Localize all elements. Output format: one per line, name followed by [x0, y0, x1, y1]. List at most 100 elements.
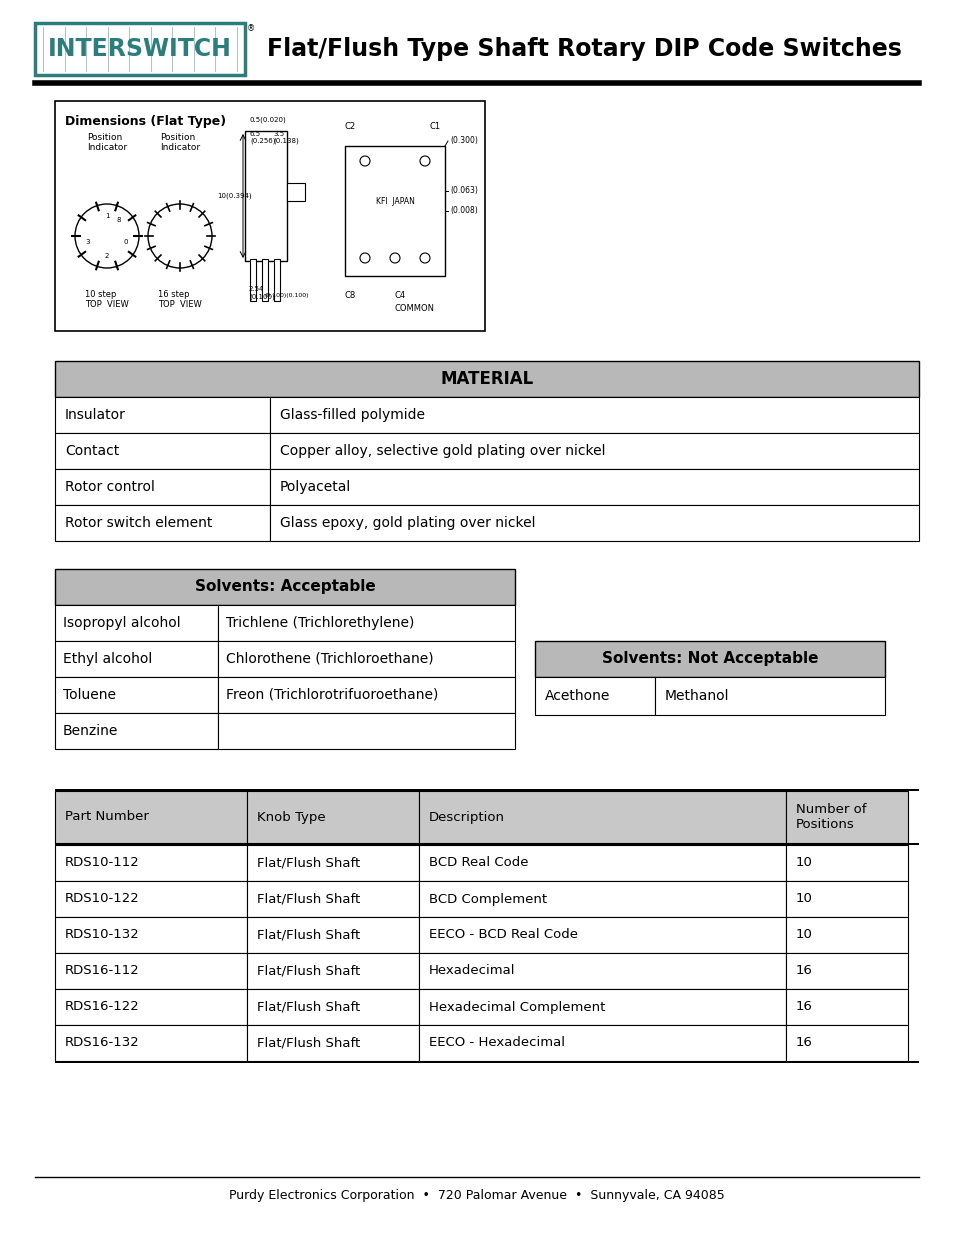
Bar [247, 790, 418, 844]
Bar [55, 433, 270, 469]
Bar [535, 677, 655, 715]
Text: Toluene: Toluene [63, 688, 116, 701]
Bar [218, 713, 515, 748]
Text: 3: 3 [86, 240, 91, 246]
Text: 2: 2 [105, 253, 109, 259]
Text: (0.063): (0.063) [450, 186, 477, 195]
Text: Glass epoxy, gold plating over nickel: Glass epoxy, gold plating over nickel [280, 516, 535, 530]
Bar [785, 1025, 907, 1061]
Bar [218, 605, 515, 641]
Bar [418, 1025, 785, 1061]
Text: 10: 10 [795, 857, 812, 869]
Bar [785, 881, 907, 918]
Bar [270, 469, 918, 505]
Bar [55, 101, 484, 331]
Bar [785, 918, 907, 953]
Text: RDS10-112: RDS10-112 [65, 857, 139, 869]
Bar [55, 789, 918, 790]
Bar [418, 953, 785, 989]
Bar [55, 505, 270, 541]
Text: EECO - BCD Real Code: EECO - BCD Real Code [429, 929, 578, 941]
Text: Flat/Flush Type Shaft Rotary DIP Code Switches: Flat/Flush Type Shaft Rotary DIP Code Sw… [267, 37, 901, 61]
Text: C4: C4 [395, 291, 406, 300]
Text: Contact: Contact [65, 445, 119, 458]
Bar [55, 845, 247, 881]
Bar [247, 845, 418, 881]
Bar [418, 989, 785, 1025]
Text: Hexadecimal Complement: Hexadecimal Complement [429, 1000, 605, 1014]
Text: Freon (Trichlorotrifuoroethane): Freon (Trichlorotrifuoroethane) [226, 688, 438, 701]
Text: C8: C8 [344, 291, 355, 300]
Text: Chlorothene (Trichloroethane): Chlorothene (Trichloroethane) [226, 652, 434, 666]
Text: RDS10-122: RDS10-122 [65, 893, 139, 905]
Text: BCD Complement: BCD Complement [429, 893, 547, 905]
Text: Dimensions (Flat Type): Dimensions (Flat Type) [65, 115, 226, 128]
Text: INTERSWITCH: INTERSWITCH [48, 37, 232, 61]
Text: 16: 16 [795, 965, 812, 977]
Text: Flat/Flush Shaft: Flat/Flush Shaft [256, 857, 360, 869]
Text: 10: 10 [795, 929, 812, 941]
Bar [55, 953, 247, 989]
Bar [55, 1025, 247, 1061]
Bar [785, 790, 907, 844]
Bar [418, 790, 785, 844]
Bar [218, 641, 515, 677]
Text: Trichlene (Trichlorethylene): Trichlene (Trichlorethylene) [226, 616, 414, 630]
Bar [55, 989, 247, 1025]
Text: Insulator: Insulator [65, 408, 126, 422]
Bar [55, 881, 247, 918]
Bar [655, 677, 884, 715]
Text: Description: Description [429, 810, 504, 824]
Bar [250, 259, 255, 301]
Text: RDS16-132: RDS16-132 [65, 1036, 139, 1050]
Bar [247, 918, 418, 953]
Bar [274, 259, 280, 301]
Text: Position
Indicator: Position Indicator [87, 133, 127, 152]
Text: 10 step
TOP  VIEW: 10 step TOP VIEW [85, 289, 129, 309]
Text: KFI  JAPAN: KFI JAPAN [375, 196, 414, 205]
Bar [270, 505, 918, 541]
Text: Polyacetal: Polyacetal [280, 480, 351, 494]
Bar [55, 469, 270, 505]
Text: C1: C1 [429, 122, 440, 131]
Bar [55, 605, 218, 641]
Text: (0.300): (0.300) [450, 137, 477, 146]
Text: Ethyl alcohol: Ethyl alcohol [63, 652, 152, 666]
Text: 2.54
(0.100): 2.54 (0.100) [249, 287, 274, 300]
Text: Flat/Flush Shaft: Flat/Flush Shaft [256, 893, 360, 905]
Bar [247, 881, 418, 918]
Text: 8: 8 [116, 217, 121, 222]
Bar [55, 1061, 918, 1063]
Text: 1: 1 [105, 212, 110, 219]
Text: Knob Type: Knob Type [256, 810, 325, 824]
Bar [535, 641, 884, 677]
Bar [245, 131, 287, 261]
Text: MATERIAL: MATERIAL [440, 370, 533, 388]
Bar [418, 918, 785, 953]
Text: Isopropyl alcohol: Isopropyl alcohol [63, 616, 180, 630]
Text: 3.5
(0.138): 3.5 (0.138) [273, 131, 298, 144]
Text: Purdy Electronics Corporation  •  720 Palomar Avenue  •  Sunnyvale, CA 94085: Purdy Electronics Corporation • 720 Palo… [229, 1188, 724, 1202]
Text: 0: 0 [124, 240, 128, 246]
Bar [270, 396, 918, 433]
Bar [418, 845, 785, 881]
Text: ®: ® [247, 23, 255, 33]
Text: C2: C2 [344, 122, 355, 131]
Bar [55, 569, 515, 605]
Text: Position
Indicator: Position Indicator [160, 133, 200, 152]
Bar [35, 23, 245, 75]
Bar [262, 259, 268, 301]
Text: Methanol: Methanol [664, 689, 729, 703]
Bar [218, 677, 515, 713]
Text: (0.008): (0.008) [450, 206, 477, 215]
Bar [55, 641, 218, 677]
Bar [345, 146, 444, 275]
Text: RDS16-122: RDS16-122 [65, 1000, 139, 1014]
Text: (0.100)(0.100): (0.100)(0.100) [265, 293, 309, 298]
Text: 16: 16 [795, 1000, 812, 1014]
Text: 16 step
TOP  VIEW: 16 step TOP VIEW [158, 289, 202, 309]
Text: Number of
Positions: Number of Positions [795, 803, 865, 831]
Circle shape [148, 204, 212, 268]
Text: Flat/Flush Shaft: Flat/Flush Shaft [256, 1036, 360, 1050]
Text: 10: 10 [795, 893, 812, 905]
